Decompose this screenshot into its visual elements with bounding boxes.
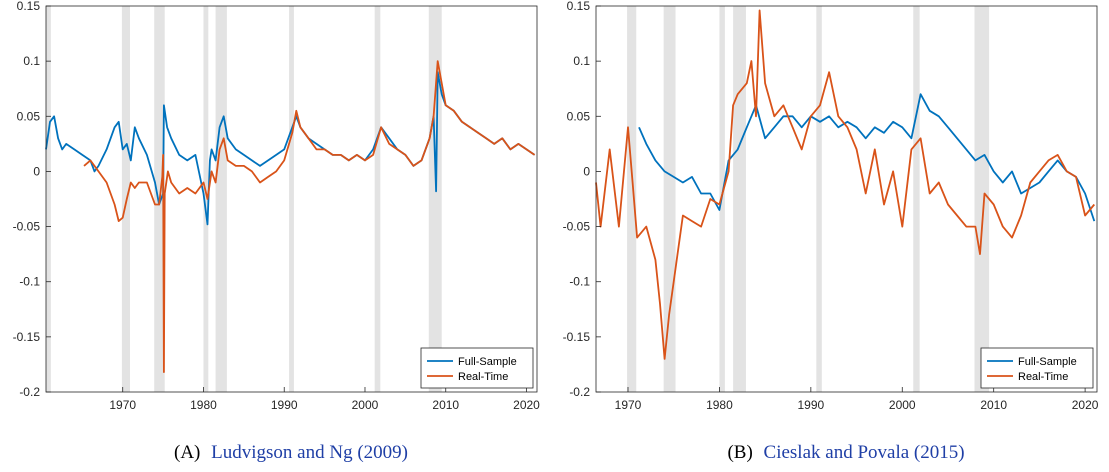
- legend-label-b-0: Full-Sample: [1018, 356, 1077, 368]
- recession-band-b-0: [627, 6, 637, 392]
- recession-band-a-3: [203, 6, 209, 392]
- recession-band-b-4: [816, 6, 822, 392]
- ytick-label-b-2: -0.1: [569, 275, 590, 289]
- ytick-label-b-0: -0.2: [569, 385, 590, 399]
- xtick-label-a-0: 1970: [109, 398, 136, 412]
- recession-band-a-6: [374, 6, 381, 392]
- legend-label-a-0: Full-Sample: [458, 356, 517, 368]
- recession-band-a-4: [215, 6, 227, 392]
- xtick-label-b-3: 2000: [889, 398, 916, 412]
- ytick-label-a-6: 0.1: [23, 54, 40, 68]
- ytick-label-b-4: 0: [583, 164, 590, 178]
- xtick-label-b-5: 2020: [1072, 398, 1099, 412]
- ytick-label-a-7: 0.15: [17, 0, 41, 13]
- ytick-label-b-6: 0.1: [573, 54, 590, 68]
- caption-a-title: Ludvigson and Ng (2009): [211, 442, 408, 463]
- caption-b: (B) Cieslak and Povala (2015): [727, 442, 964, 463]
- xtick-label-b-0: 1970: [615, 398, 642, 412]
- xtick-label-a-5: 2020: [513, 398, 540, 412]
- ytick-label-a-1: -0.15: [13, 330, 41, 344]
- ytick-label-a-2: -0.1: [19, 275, 40, 289]
- ytick-label-b-7: 0.15: [567, 0, 591, 13]
- xtick-label-a-2: 1990: [271, 398, 298, 412]
- series-line-a-real-time: [83, 60, 536, 374]
- xtick-label-b-1: 1980: [706, 398, 733, 412]
- legend-b: Full-Sample Real-Time: [980, 347, 1094, 389]
- caption-b-title: Cieslak and Povala (2015): [764, 442, 965, 463]
- xtick-label-b-2: 1990: [797, 398, 824, 412]
- ytick-label-a-4: 0: [33, 164, 40, 178]
- xtick-label-a-1: 1980: [190, 398, 217, 412]
- ytick-label-b-1: -0.15: [563, 330, 591, 344]
- legend-box-a: [420, 347, 534, 389]
- legend-a: Full-Sample Real-Time: [420, 347, 534, 389]
- legend-label-b-1: Real-Time: [1018, 371, 1068, 383]
- caption-a-tag: (A): [174, 442, 200, 463]
- ytick-label-a-3: -0.05: [13, 220, 41, 234]
- panel-a: -0.2 -0.15 -0.1 -0.05 0 0.05 0.1 0.15 1970 1980 1…: [13, 0, 541, 463]
- recession-band-b-3: [733, 6, 746, 392]
- caption-a: (A) Ludvigson and Ng (2009): [174, 442, 408, 463]
- legend-box-b: [980, 347, 1094, 389]
- recession-band-b-1: [663, 6, 676, 392]
- recession-band-b-5: [913, 6, 920, 392]
- recession-band-b-6: [974, 6, 990, 392]
- recession-band-a-7: [428, 6, 442, 392]
- ytick-label-b-3: -0.05: [563, 220, 591, 234]
- ytick-label-a-5: 0.05: [17, 109, 41, 123]
- panel-b: -0.2 -0.15 -0.1 -0.05 0 0.05 0.1 0.15 1970 1980 1…: [563, 0, 1099, 463]
- series-line-b-full-sample: [638, 93, 1096, 222]
- recession-band-a-5: [289, 6, 294, 392]
- ytick-label-a-0: -0.2: [19, 385, 40, 399]
- series-line-b-real-time: [595, 9, 1095, 360]
- ytick-label-b-5: 0.05: [567, 109, 591, 123]
- xtick-label-a-3: 2000: [352, 398, 379, 412]
- xtick-label-a-4: 2010: [432, 398, 459, 412]
- caption-b-tag: (B): [727, 442, 752, 463]
- legend-label-a-1: Real-Time: [458, 371, 508, 383]
- xtick-label-b-4: 2010: [980, 398, 1007, 412]
- recession-band-a-0: [46, 6, 51, 392]
